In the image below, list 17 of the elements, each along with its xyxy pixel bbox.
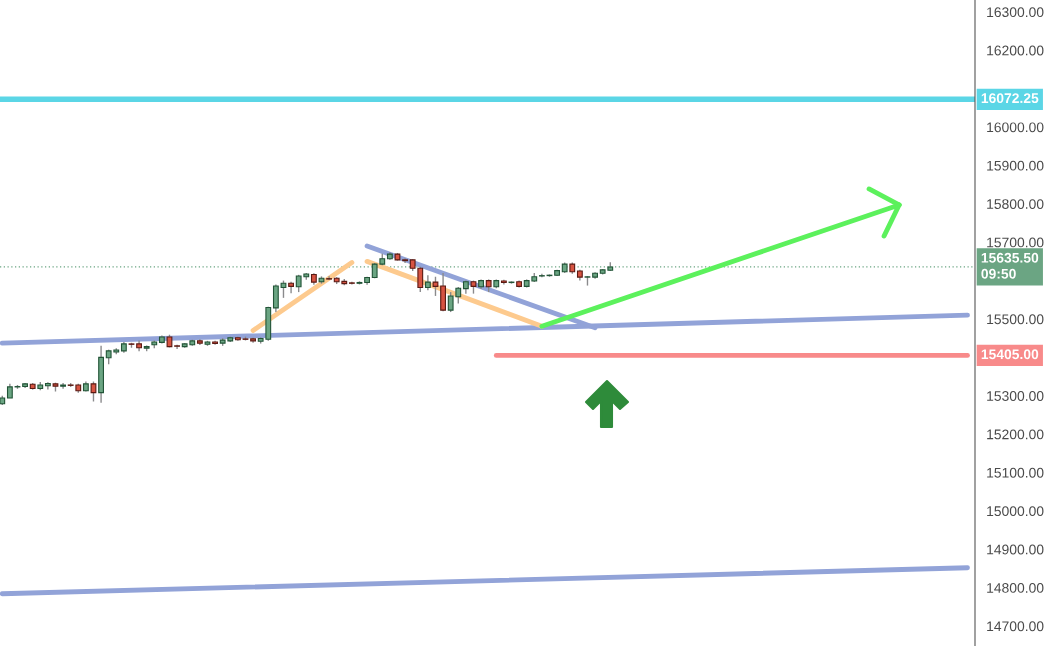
y-tick-label: 15800.00 (987, 199, 1044, 209)
y-tick-label: 15300.00 (987, 391, 1044, 401)
data-label: 15405.00 (981, 349, 1039, 360)
y-tick-label: 14800.00 (987, 582, 1044, 593)
y-tick-label: 16000.00 (987, 122, 1044, 133)
y-tick-label: 15000.00 (987, 506, 1044, 517)
ref-line-label: 16072.25 (981, 93, 1039, 104)
y-tick-label: 16200.00 (987, 45, 1044, 56)
y-tick-label: 15700.00 (987, 237, 1044, 248)
y-tick-label: 14900.00 (987, 544, 1044, 555)
ref-line-label: 15635.50 09:50 (981, 252, 1039, 279)
y-tick-label: 15900.00 (987, 160, 1044, 171)
y-tick-label: 16300.00 (987, 7, 1044, 18)
y-tick-label: 14700.00 (987, 621, 1044, 632)
y-tick-label: 15100.00 (987, 467, 1044, 478)
y-tick-label: 15200.00 (987, 429, 1044, 440)
y-tick-label: 15500.00 (987, 314, 1044, 325)
